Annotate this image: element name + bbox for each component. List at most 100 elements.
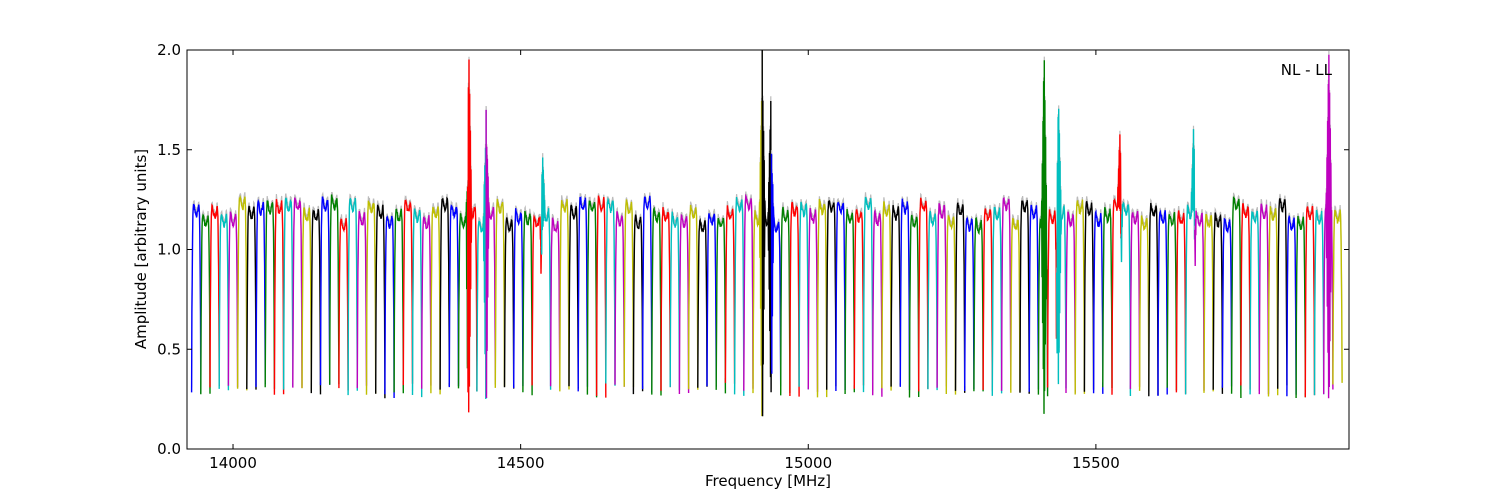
channel-trace bbox=[255, 199, 266, 388]
channel-trace bbox=[1010, 217, 1021, 393]
channel-trace bbox=[1267, 206, 1279, 397]
channel-trace bbox=[780, 206, 791, 396]
y-tick-label: 1.0 bbox=[157, 241, 181, 259]
y-tick-label: 2.0 bbox=[157, 41, 181, 59]
channel-trace bbox=[1304, 205, 1316, 398]
channel-trace bbox=[908, 214, 920, 398]
channel-trace bbox=[595, 195, 607, 398]
channel-trace bbox=[853, 209, 865, 389]
channel-trace bbox=[522, 210, 533, 396]
channel-trace bbox=[991, 206, 1003, 396]
channel-trace bbox=[918, 197, 929, 392]
channel-trace bbox=[1074, 199, 1086, 395]
channel-trace bbox=[568, 204, 579, 389]
channel-trace bbox=[1083, 201, 1095, 392]
channel-trace bbox=[494, 198, 506, 388]
channel-trace bbox=[411, 208, 423, 398]
channel-trace bbox=[927, 210, 938, 391]
channel-trace bbox=[540, 157, 552, 390]
channel-trace bbox=[1028, 204, 1040, 392]
channel-trace bbox=[651, 206, 662, 396]
channel-trace bbox=[862, 196, 874, 393]
channel-trace bbox=[835, 201, 846, 392]
channel-trace bbox=[743, 193, 754, 391]
channel-trace bbox=[1138, 215, 1150, 391]
y-axis-label: Amplitude [arbitrary units] bbox=[132, 149, 150, 349]
channel-trace bbox=[1230, 196, 1242, 399]
channel-trace bbox=[807, 207, 819, 392]
channel-trace bbox=[1175, 210, 1187, 394]
channel-trace bbox=[1313, 209, 1325, 396]
channel-trace bbox=[236, 194, 248, 391]
channel-trace bbox=[586, 200, 598, 398]
channel-trace bbox=[310, 209, 322, 395]
channel-trace bbox=[209, 203, 220, 388]
channel-trace bbox=[881, 201, 892, 391]
channel-trace bbox=[678, 213, 690, 395]
channel-trace bbox=[724, 205, 736, 384]
channel-trace bbox=[393, 208, 404, 394]
channel-trace bbox=[218, 213, 230, 391]
channel-trace bbox=[1212, 212, 1224, 394]
channel-trace bbox=[329, 194, 340, 385]
channel-trace bbox=[1276, 198, 1288, 389]
x-axis-ticks: 14000 14500 15000 15500 bbox=[209, 50, 1120, 472]
channel-trace bbox=[733, 196, 745, 396]
channel-trace bbox=[227, 211, 239, 388]
channel-trace bbox=[632, 214, 644, 395]
channel-trace bbox=[697, 217, 708, 388]
y-tick-label: 0.5 bbox=[157, 340, 181, 358]
channel-trace bbox=[660, 207, 671, 391]
channel-trace bbox=[936, 203, 947, 388]
channel-trace bbox=[531, 214, 543, 386]
channel-trace bbox=[945, 215, 957, 395]
channel-trace bbox=[1203, 213, 1214, 393]
channel-trace bbox=[1046, 209, 1058, 388]
channel-trace bbox=[1157, 209, 1168, 396]
channel-trace bbox=[273, 198, 285, 395]
channel-trace bbox=[1332, 209, 1343, 385]
channel-trace bbox=[1037, 60, 1049, 414]
channel-trace bbox=[356, 210, 368, 389]
channel-trace bbox=[1295, 215, 1307, 399]
channel-trace bbox=[687, 204, 699, 390]
channel-trace bbox=[641, 195, 653, 393]
channel-trace bbox=[982, 208, 993, 391]
channel-trace bbox=[1120, 201, 1132, 397]
channel-trace bbox=[1184, 129, 1196, 395]
channel-trace bbox=[1322, 54, 1334, 399]
channel-trace bbox=[485, 109, 496, 399]
channel-trace bbox=[549, 217, 561, 388]
channel-trace bbox=[1092, 209, 1104, 394]
channel-trace bbox=[375, 204, 386, 399]
channel-trace bbox=[338, 218, 349, 391]
channel-trace bbox=[798, 201, 809, 390]
channel-trace bbox=[1258, 203, 1270, 395]
channel-trace bbox=[706, 213, 717, 387]
channel-trace bbox=[246, 205, 257, 390]
x-tick-label: 15000 bbox=[784, 454, 832, 472]
y-tick-label: 1.5 bbox=[157, 141, 181, 159]
channel-trace bbox=[1249, 210, 1261, 395]
channel-trace bbox=[1148, 202, 1159, 397]
channel-trace bbox=[669, 211, 681, 391]
channel-trace bbox=[973, 217, 984, 392]
x-tick-label: 14000 bbox=[209, 454, 257, 472]
channel-trace bbox=[1000, 196, 1012, 391]
channel-trace bbox=[761, 49, 773, 417]
channel-trace bbox=[605, 197, 616, 386]
channel-trace bbox=[439, 196, 450, 390]
data-traces bbox=[190, 49, 1343, 417]
channel-trace bbox=[1019, 200, 1030, 394]
channel-trace bbox=[365, 200, 377, 395]
channel-trace bbox=[264, 200, 276, 389]
channel-trace bbox=[577, 195, 589, 392]
channel-trace bbox=[1240, 203, 1251, 390]
channel-trace bbox=[200, 213, 211, 395]
channel-trace bbox=[476, 109, 487, 400]
channel-trace bbox=[384, 215, 395, 399]
y-axis-ticks: 0.0 0.5 1.0 1.5 2.0 bbox=[157, 41, 1349, 458]
channel-trace bbox=[1221, 217, 1233, 388]
